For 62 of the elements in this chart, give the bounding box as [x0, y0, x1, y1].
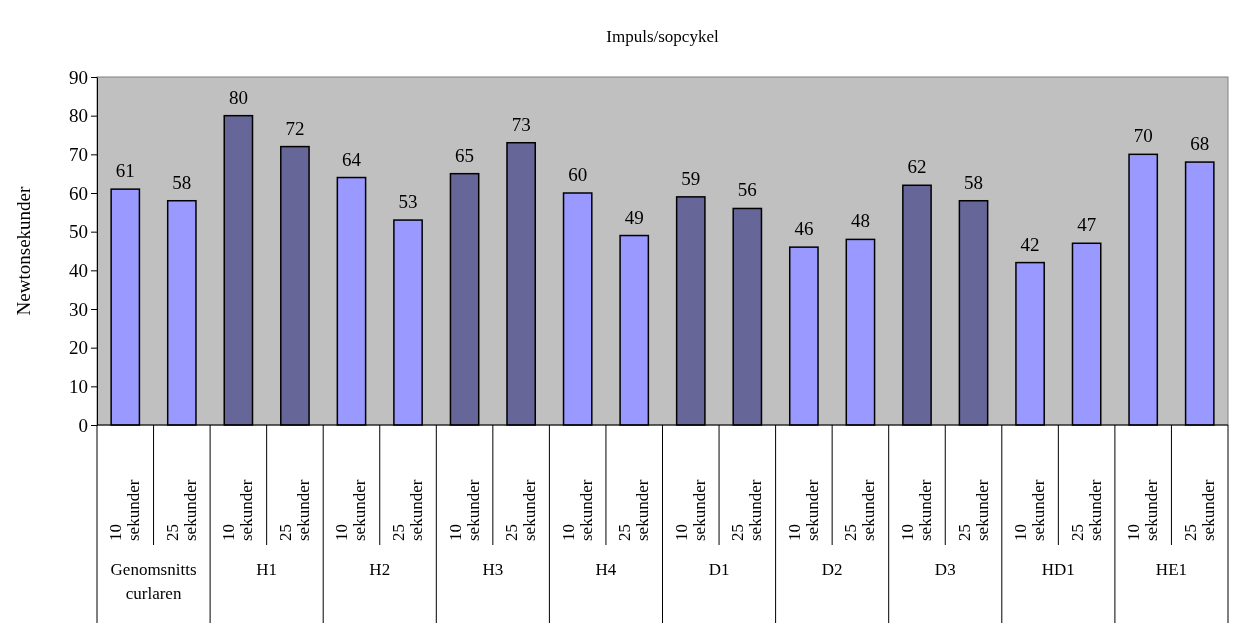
x-tick-label: 10 sekunder: [332, 479, 370, 541]
x-tick-label: 10 sekunder: [219, 479, 257, 541]
text: Genomsnitts curlaren: [110, 560, 197, 603]
text: D3: [934, 560, 956, 579]
data-label: 72: [285, 117, 305, 139]
x-tick-label: 25 sekunder: [1067, 479, 1105, 541]
text: H2: [369, 560, 391, 579]
chart-title: Impuls/sopcykel: [606, 27, 719, 46]
x-tick-label: 10 sekunder: [671, 479, 709, 541]
data-label: 49: [624, 206, 644, 228]
data-label: 48: [850, 210, 870, 232]
data-label: 59: [681, 167, 701, 189]
text: H3: [482, 560, 504, 579]
data-label: 53: [398, 191, 418, 213]
x-tick-label: 25 sekunder: [841, 479, 879, 541]
x-tick-label: 10 sekunder: [897, 479, 935, 541]
data-label: 58: [964, 171, 984, 193]
x-tick-label: 25 sekunder: [275, 479, 313, 541]
x-tick-label: 10 sekunder: [445, 479, 483, 541]
x-tick-label: 25 sekunder: [162, 479, 200, 541]
data-label: 47: [1077, 214, 1097, 236]
x-tick-label: 10 sekunder: [784, 479, 822, 541]
data-label: 68: [1190, 133, 1210, 155]
y-tick-label: 70: [69, 143, 88, 165]
y-tick-label: 60: [69, 182, 88, 204]
y-tick-label: 20: [69, 337, 88, 359]
data-label: 62: [907, 156, 927, 178]
data-label: 65: [455, 144, 475, 166]
y-tick-label: 90: [69, 66, 88, 88]
text: HE1: [1155, 560, 1188, 579]
data-label: 46: [794, 218, 814, 240]
x-tick-label: 10 sekunder: [106, 479, 144, 541]
y-axis-title: Newtonsekunder: [13, 185, 34, 316]
data-label: 73: [511, 113, 531, 135]
data-label: 58: [172, 171, 192, 193]
x-tick-label: 25 sekunder: [389, 479, 427, 541]
text: H1: [256, 560, 278, 579]
data-label: 56: [737, 179, 757, 201]
data-label: 80: [228, 86, 248, 108]
text: HD1: [1041, 560, 1075, 579]
x-tick-label: 25 sekunder: [615, 479, 653, 541]
data-label: 42: [1020, 233, 1040, 255]
y-tick-label: 40: [69, 259, 88, 281]
y-tick-label: 30: [69, 298, 88, 320]
x-tick-label: 10 sekunder: [1124, 479, 1162, 541]
text: D1: [708, 560, 730, 579]
x-tick-label: 25 sekunder: [954, 479, 992, 541]
y-tick-label: 80: [69, 105, 88, 127]
y-tick-label: 10: [69, 375, 88, 397]
text: D2: [821, 560, 843, 579]
x-tick-label: 10 sekunder: [558, 479, 596, 541]
y-tick-label: 0: [78, 414, 88, 436]
text: H4: [595, 560, 617, 579]
data-label: 60: [568, 164, 588, 185]
data-label: 64: [341, 148, 362, 170]
data-label: 70: [1133, 125, 1153, 147]
data-label: 61: [115, 160, 135, 182]
x-tick-label: 25 sekunder: [728, 479, 766, 541]
y-tick-label: 50: [69, 221, 88, 243]
x-tick-label: 25 sekunder: [1180, 479, 1218, 541]
x-tick-label: 10 sekunder: [1011, 479, 1049, 541]
x-tick-label: 25 sekunder: [502, 479, 540, 541]
